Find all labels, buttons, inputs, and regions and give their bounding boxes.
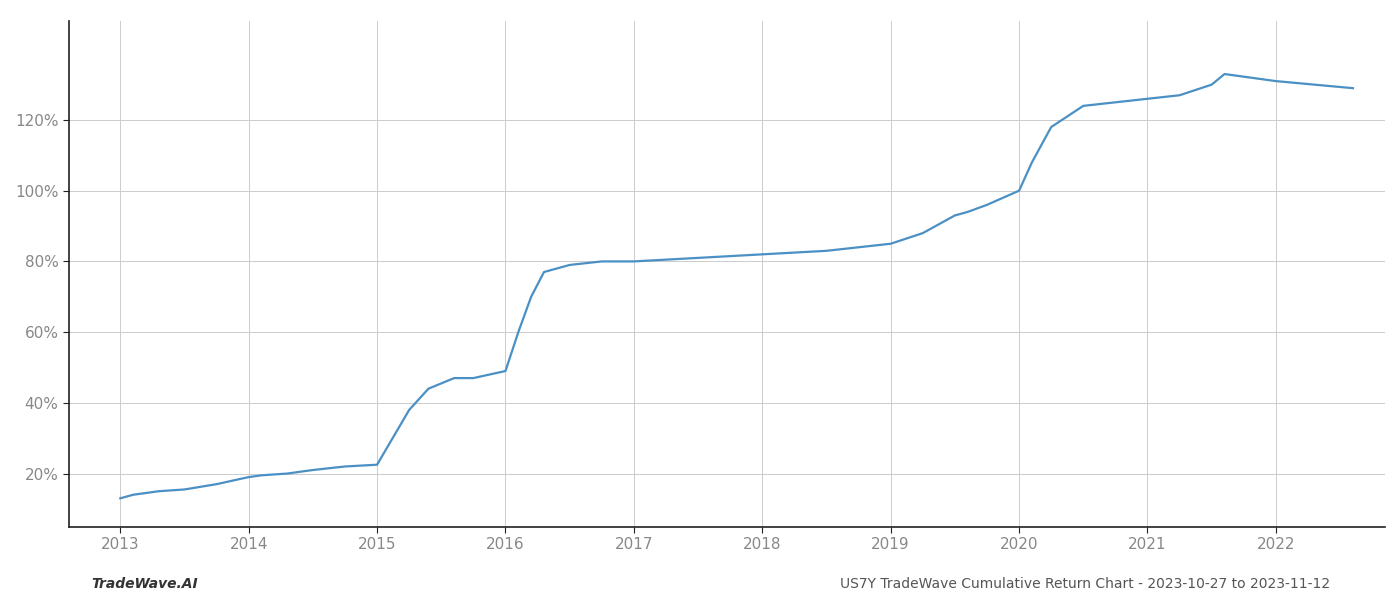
Text: TradeWave.AI: TradeWave.AI bbox=[91, 577, 197, 591]
Text: US7Y TradeWave Cumulative Return Chart - 2023-10-27 to 2023-11-12: US7Y TradeWave Cumulative Return Chart -… bbox=[840, 577, 1330, 591]
